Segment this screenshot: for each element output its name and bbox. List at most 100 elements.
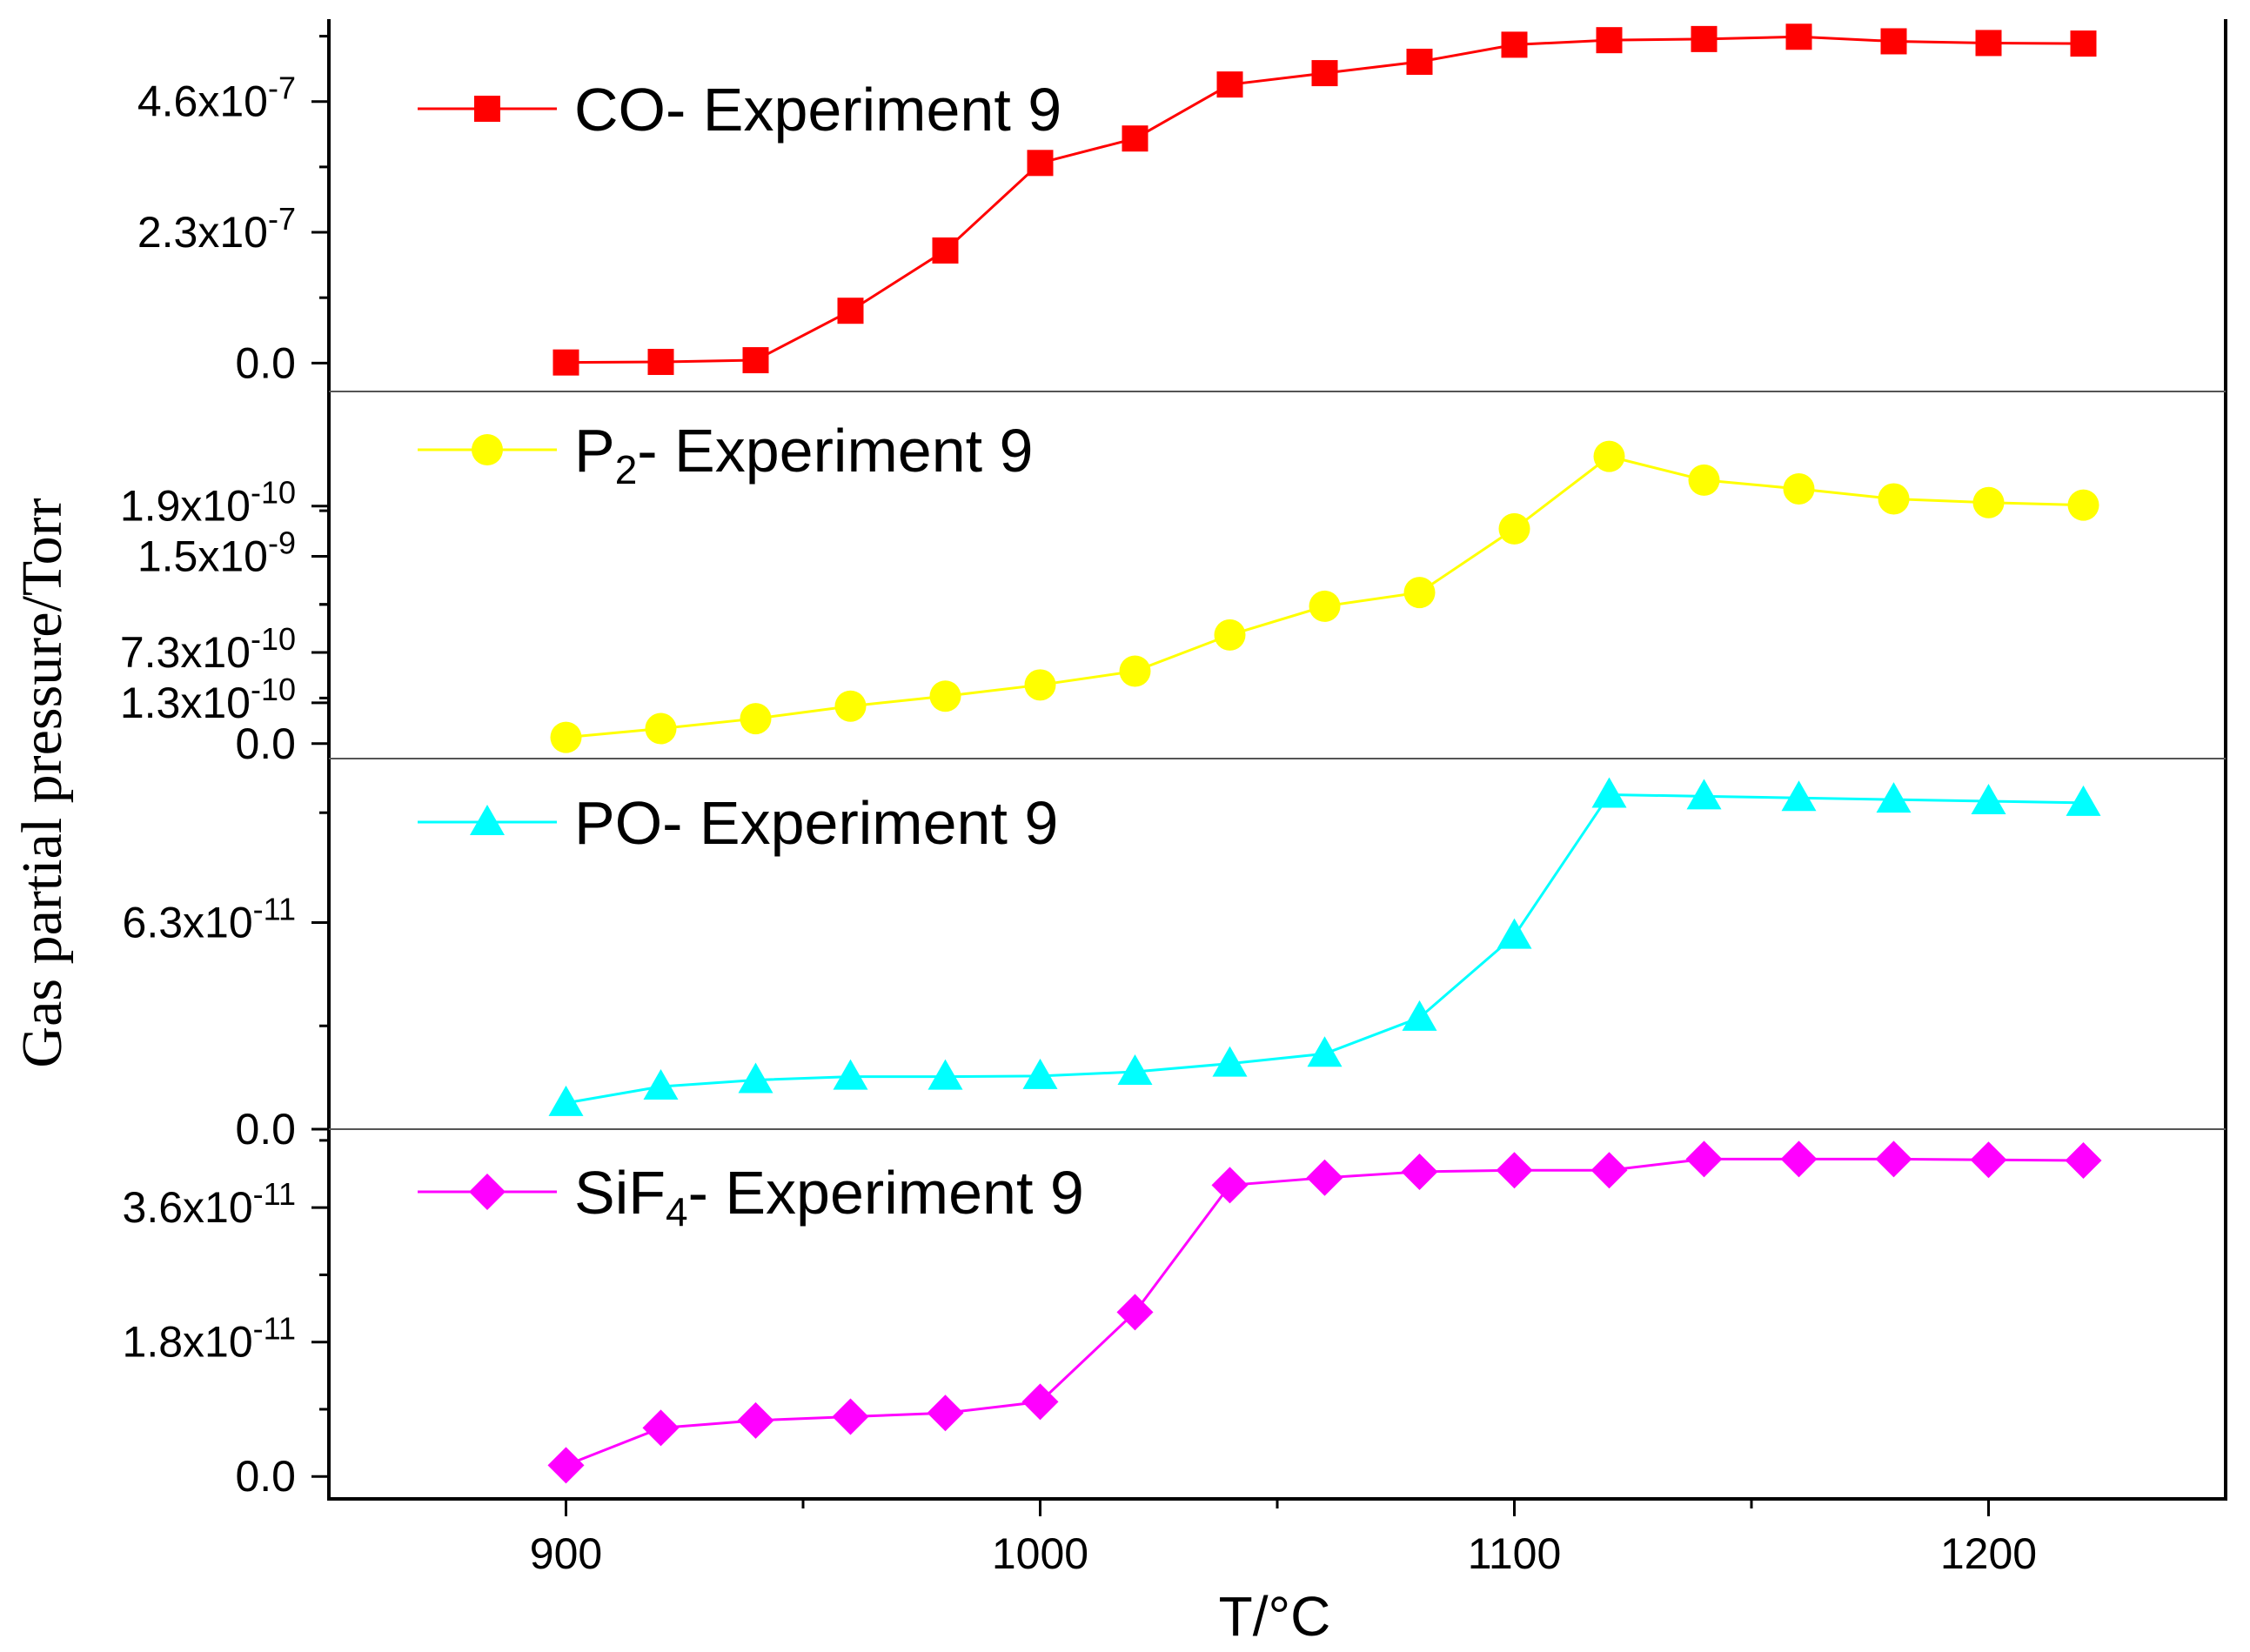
data-point-0 (552, 349, 579, 376)
series-markers (548, 777, 2101, 1116)
y-axis-title: Gas partial pressure/Torr (10, 498, 74, 1067)
data-point-9 (1401, 1153, 1438, 1190)
legend-label: CO- Experiment 9 (574, 76, 1061, 144)
y-tick-label: 0.0 (235, 719, 296, 768)
data-point-12 (1685, 1140, 1723, 1178)
series-markers (550, 440, 2099, 753)
y-tick-label: 2.3x10-7 (137, 201, 296, 257)
y-tick-label: 3.6x10-11 (123, 1176, 296, 1232)
data-point-4 (927, 1395, 964, 1432)
panels-layer: 0.0 2.3x10-7 4.6x10-7 CO- Experiment 9 0.0 7.… (120, 23, 2226, 1501)
y-tick-label: 6.3x10-11 (123, 891, 296, 946)
data-point-2 (737, 1401, 774, 1439)
data-point-7 (1214, 619, 1246, 651)
data-point-16 (2067, 489, 2099, 521)
data-point-7 (1212, 1046, 1248, 1077)
data-point-12 (1691, 25, 1718, 52)
data-point-11 (1596, 27, 1623, 54)
x-axis: 900 1000 1100 1200 (530, 1499, 2037, 1578)
data-point-6 (1122, 125, 1148, 152)
data-point-10 (1496, 1152, 1533, 1189)
data-point-13 (1785, 23, 1812, 50)
data-point-8 (1307, 1036, 1343, 1067)
data-point-6 (1117, 1054, 1153, 1086)
y-tick-label: 4.6x10-7 (137, 70, 296, 126)
data-point-0 (547, 1447, 585, 1484)
data-point-16 (2065, 1142, 2102, 1180)
data-point-14 (1876, 782, 1912, 813)
data-point-11 (1591, 777, 1627, 808)
data-point-3 (834, 690, 867, 722)
data-point-3 (832, 1398, 869, 1435)
data-point-0 (550, 721, 582, 753)
data-point-5 (1021, 1383, 1059, 1421)
legend-label: SiF4- Experiment 9 (574, 1159, 1084, 1234)
data-point-2 (738, 1062, 773, 1094)
data-point-1 (642, 1409, 680, 1447)
legend-label: PO- Experiment 9 (574, 789, 1058, 857)
data-point-15 (1970, 1141, 2007, 1179)
data-point-legend (472, 434, 503, 465)
data-point-1 (645, 712, 677, 745)
y-tick-label: 7.3x10-10 (120, 621, 296, 677)
legend-entry: PO- Experiment 9 (418, 789, 1058, 857)
y-ticks: 0.0 1.8x10-11 3.6x10-11 (123, 1139, 329, 1501)
panel-4: 0.0 1.8x10-11 3.6x10-11 SiF4- Experiment 9 (123, 1139, 2102, 1501)
data-point-13 (1783, 472, 1815, 505)
data-point-5 (1022, 1058, 1058, 1089)
panel-1: 0.0 2.3x10-7 4.6x10-7 CO- Experiment 9 (137, 23, 2226, 392)
data-point-13 (1781, 780, 1817, 812)
data-point-16 (2070, 30, 2097, 57)
y-ticks: 0.0 2.3x10-7 4.6x10-7 (137, 35, 329, 387)
data-point-12 (1686, 779, 1722, 810)
data-point-9 (1406, 49, 1433, 76)
panel-2: 0.0 7.3x10-10 1.5x10-9 P2- Experiment 9 (120, 417, 2226, 768)
data-point-2 (740, 703, 772, 735)
data-point-15 (1971, 784, 2006, 815)
x-tick-label: 900 (530, 1529, 602, 1578)
data-point-10 (1501, 31, 1528, 58)
legend-entry: P2- Experiment 9 (418, 417, 1033, 492)
y-tick-label: 1.8x10-11 (123, 1311, 296, 1367)
data-point-6 (1119, 655, 1151, 687)
series-markers (547, 1140, 2102, 1484)
data-point-1 (643, 1068, 679, 1100)
data-point-13 (1780, 1140, 1818, 1178)
data-point-9 (1402, 1000, 1437, 1031)
y-tick-label: 1.3x10-10 (120, 672, 296, 727)
data-point-3 (837, 298, 864, 324)
data-point-5 (1027, 150, 1054, 177)
panel-3: 0.0 6.3x10-11 1.3x10-10 1.9x10-10 PO- Experi… (120, 475, 2226, 1154)
data-point-5 (1024, 669, 1056, 701)
y-tick-label: 0.0 (235, 1452, 296, 1501)
data-point-1 (647, 349, 674, 376)
data-point-16 (2066, 785, 2101, 816)
data-point-4 (932, 237, 959, 264)
data-point-9 (1403, 577, 1436, 609)
y-tick-label: 0.0 (235, 338, 296, 387)
data-point-3 (833, 1059, 868, 1090)
y-ticks: 0.0 6.3x10-11 1.3x10-10 1.9x10-10 (120, 475, 329, 1154)
data-point-legend (470, 805, 505, 835)
data-point-4 (929, 680, 961, 712)
data-point-0 (548, 1085, 584, 1116)
data-point-11 (1590, 1152, 1628, 1189)
data-point-legend (469, 1174, 506, 1210)
data-point-2 (742, 347, 769, 374)
y-tick-label: 1.9x10-10 (120, 475, 296, 531)
data-point-7 (1211, 1167, 1249, 1204)
data-point-8 (1311, 60, 1338, 87)
data-point-11 (1593, 440, 1625, 472)
data-point-12 (1688, 464, 1720, 496)
data-point-7 (1216, 71, 1243, 98)
legend-entry: SiF4- Experiment 9 (418, 1159, 1084, 1234)
data-point-14 (1878, 483, 1910, 515)
data-point-10 (1498, 512, 1530, 545)
x-tick-label: 1000 (992, 1529, 1088, 1578)
legend-entry: CO- Experiment 9 (418, 76, 1061, 144)
data-point-15 (1975, 30, 2002, 57)
series-markers (552, 23, 2097, 376)
x-tick-label: 1200 (1940, 1529, 2037, 1578)
data-point-14 (1880, 28, 1907, 55)
x-tick-label: 1100 (1468, 1529, 1562, 1578)
